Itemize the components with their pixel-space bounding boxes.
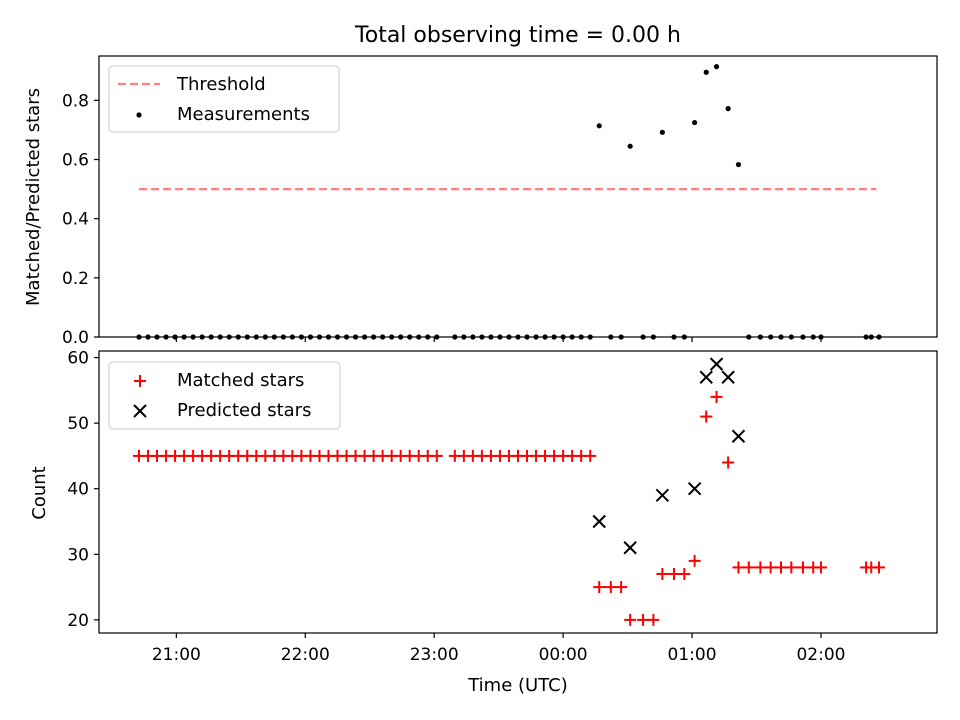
matched-star-marker: [637, 613, 650, 626]
measurement-point: [713, 64, 720, 70]
predicted-star-marker: [709, 357, 724, 371]
bottom-legend: Matched stars Predicted stars: [108, 361, 341, 430]
matched-star-marker: [624, 613, 637, 626]
predicted-star-marker: [623, 541, 637, 555]
legend-matched-marker: [134, 375, 146, 387]
matched-star-marker: [584, 449, 597, 462]
bottom-x-ticks: 21:00 22:00 23:00 00:00 01:00 02:00: [152, 633, 845, 665]
matched-star-marker: [678, 567, 691, 580]
x-tick-label: 02:00: [796, 645, 845, 665]
predicted-star-marker: [731, 429, 746, 443]
matched-star-marker: [647, 613, 660, 626]
measurement-point: [735, 161, 742, 168]
matched-star-marker: [722, 456, 735, 469]
bottom-y-ticks: 20 30 40 50 60: [67, 349, 99, 631]
predicted-star-marker: [592, 514, 606, 529]
predicted-star-marker: [699, 370, 713, 384]
bottom-panel: 20 30 40 50 60 21:00 22:00 23:00 00:00 01:00 02:0…: [29, 349, 938, 696]
matched-star-marker: [667, 567, 680, 580]
legend-measurements-marker: [136, 112, 142, 118]
top-legend: Threshold Measurements: [108, 65, 340, 133]
legend-threshold-label: Threshold: [176, 74, 266, 95]
matched-star-marker: [796, 561, 809, 574]
matched-star-marker: [430, 449, 443, 462]
legend-matched-label: Matched stars: [177, 370, 304, 391]
bottom-plot-marks: [132, 357, 885, 626]
x-tick-label: 21:00: [152, 645, 201, 665]
x-tick-label: 01:00: [668, 645, 717, 665]
y-tick-label: 30: [67, 545, 89, 565]
matched-star-marker: [732, 561, 745, 574]
top-y-axis-label: Matched/Predicted stars: [23, 88, 44, 306]
chart-title: Total observing time = 0.00 h: [354, 23, 681, 48]
x-tick-label: 22:00: [281, 645, 330, 665]
y-tick-label: 20: [67, 611, 89, 631]
measurement-point: [659, 129, 665, 135]
measurement-point: [703, 69, 709, 75]
matched-star-marker: [775, 561, 788, 574]
matched-star-marker: [700, 410, 713, 423]
y-tick-label: 0.0: [62, 328, 89, 348]
top-axes-frame: [98, 55, 938, 338]
top-panel: 0.00.20.40.60.8 Matched/Predicted stars …: [23, 55, 938, 348]
top-x-ticks: [175, 337, 822, 342]
predicted-star-marker: [721, 370, 735, 384]
y-tick-label: 0.6: [62, 151, 89, 171]
matched-star-marker: [604, 581, 617, 594]
measurement-point: [596, 123, 602, 129]
measurement-point: [627, 143, 633, 149]
matched-star-marker: [656, 567, 669, 580]
measurement-point: [692, 119, 698, 126]
measurement-point: [725, 106, 731, 112]
matched-star-marker: [764, 561, 777, 574]
predicted-star-marker: [687, 482, 702, 496]
legend-measurements-label: Measurements: [177, 104, 310, 125]
matched-star-marker: [742, 561, 755, 574]
matched-star-marker: [814, 561, 827, 574]
y-tick-label: 0.8: [62, 91, 89, 111]
matched-star-marker: [872, 561, 885, 574]
y-tick-label: 40: [67, 480, 89, 500]
legend-predicted-label: Predicted stars: [177, 400, 311, 421]
x-axis-label: Time (UTC): [467, 675, 568, 696]
top-y-ticks: 0.0 0.2 0.4 0.6 0.8: [62, 91, 99, 348]
matched-star-marker: [754, 561, 767, 574]
y-tick-label: 50: [67, 414, 89, 434]
y-tick-label: 0.2: [62, 269, 89, 289]
predicted-star-marker: [655, 488, 670, 502]
matched-star-marker: [688, 554, 701, 567]
matched-star-marker: [710, 390, 723, 403]
bottom-y-axis-label: Count: [29, 466, 50, 519]
x-tick-label: 23:00: [410, 645, 459, 665]
y-tick-label: 0.4: [62, 210, 89, 230]
matched-star-marker: [593, 581, 606, 594]
y-tick-label: 60: [67, 349, 89, 369]
matched-star-marker: [615, 581, 628, 594]
legend-predicted-marker: [133, 404, 147, 418]
bottom-axes-frame: [98, 350, 938, 634]
x-tick-label: 00:00: [539, 645, 588, 665]
matched-star-marker: [785, 561, 798, 574]
